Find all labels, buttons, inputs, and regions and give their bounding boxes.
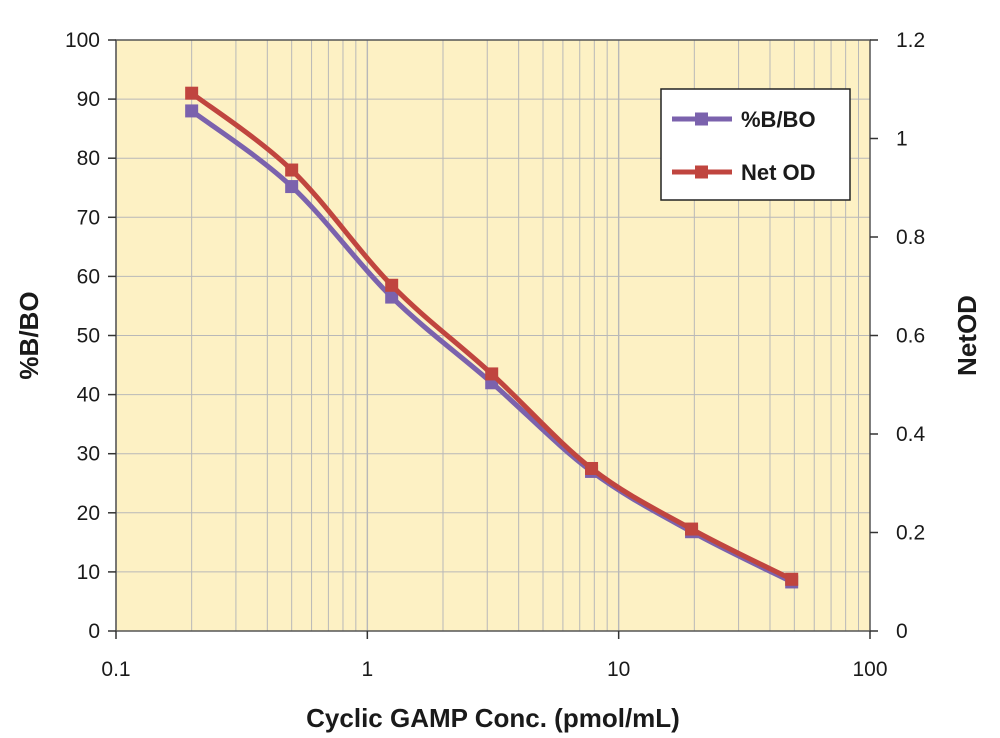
series-layer — [185, 86, 799, 589]
series-netod — [185, 86, 799, 586]
legend-swatch-marker — [695, 165, 708, 179]
legend-label: %B/BO — [741, 107, 816, 132]
y2-tick-label: 0.2 — [896, 522, 925, 545]
y2-axis-title: NetOD — [952, 295, 982, 376]
legend: %B/BO Net OD — [660, 88, 851, 201]
data-point — [685, 522, 699, 536]
x-tick-label: 1 — [361, 658, 373, 681]
y-tick-label: 60 — [77, 265, 100, 288]
x-tick-label: 10 — [607, 658, 630, 681]
data-point — [285, 180, 299, 194]
legend-label: Net OD — [741, 160, 816, 185]
data-point — [585, 461, 599, 475]
y-tick-label: 90 — [77, 88, 100, 111]
x-axis-title: Cyclic GAMP Conc. (pmol/mL) — [306, 703, 680, 733]
y2-tick-label: 1.2 — [896, 29, 925, 52]
y-tick-label: 0 — [88, 620, 100, 643]
data-point — [385, 278, 399, 292]
y-tick-label: 80 — [77, 147, 100, 170]
y-tick-label: 40 — [77, 384, 100, 407]
legend-swatch-marker — [695, 112, 708, 126]
x-tick-label: 0.1 — [101, 658, 130, 681]
y-tick-label: 50 — [77, 325, 100, 348]
y-tick-label: 30 — [77, 443, 100, 466]
y2-tick-label: 1 — [896, 128, 908, 151]
y2-tick-label: 0 — [896, 620, 908, 643]
x-tick-label: 100 — [852, 658, 887, 681]
data-point — [385, 290, 399, 304]
y2-tick-label: 0.4 — [896, 423, 926, 446]
y-tick-label: 10 — [77, 561, 100, 584]
y-tick-label: 70 — [77, 206, 100, 229]
y-tick-label: 20 — [77, 502, 100, 525]
data-point — [785, 572, 799, 586]
y2-tick-label: 0.8 — [896, 226, 925, 249]
data-point — [285, 163, 299, 177]
y2-tick-label: 0.6 — [896, 325, 925, 348]
axes: 0 10 20 30 40 50 60 70 80 90 100 0 0.2 0.4 0.6 0.8 1 1.2 0… — [65, 29, 926, 681]
y-axis-title: %B/BO — [14, 291, 44, 379]
data-point — [185, 104, 199, 118]
legend-box — [660, 88, 851, 201]
y-tick-label: 100 — [65, 29, 100, 52]
data-point — [185, 86, 199, 100]
data-point — [485, 367, 499, 381]
